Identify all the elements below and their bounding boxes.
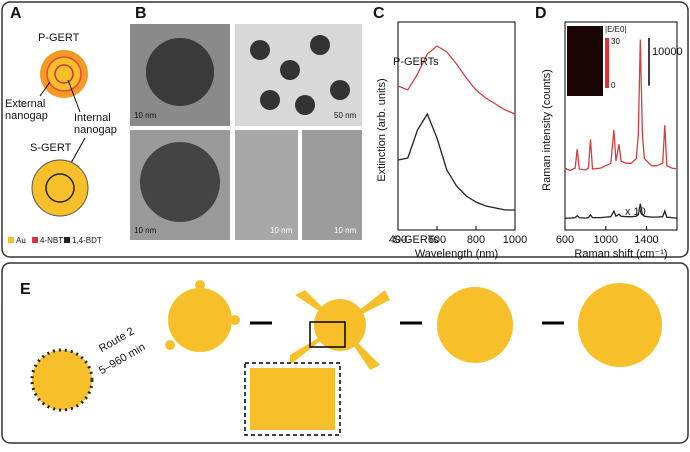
- legend-swatch: [64, 237, 70, 243]
- scale-bar-label: 10 nm: [134, 111, 157, 120]
- top-frame: [1, 1, 689, 258]
- colorbar-title: |E/E0|: [605, 25, 627, 34]
- y-axis-label: Raman intensity (counts): [541, 69, 553, 191]
- scale-bar-label: 50 nm: [334, 111, 357, 120]
- bottom-frame: [1, 262, 689, 444]
- series-line: [565, 203, 678, 219]
- label: nanogap: [5, 110, 48, 122]
- colorbar: [605, 38, 609, 88]
- scale-bar-label: 10 nm: [270, 226, 293, 235]
- s-gert-icon: [31, 159, 89, 217]
- growth-scheme: [30, 280, 662, 436]
- x-axis-label: Wavelength (nm): [415, 248, 498, 260]
- tem-images: [130, 24, 362, 240]
- label: Internal: [74, 112, 111, 124]
- legend-swatch: [8, 237, 14, 243]
- x-tick-label: 600: [556, 234, 574, 246]
- panel-label: C: [373, 5, 385, 22]
- p-gert-icon: [40, 50, 88, 98]
- inset: [567, 26, 603, 96]
- scale-bar-label: 10 nm: [134, 226, 157, 235]
- label: S-GERT: [30, 142, 72, 154]
- series-line: [564, 39, 678, 172]
- panel-label: B: [135, 5, 147, 22]
- colorbar-label: 30: [611, 37, 620, 46]
- multiplier: x 10: [625, 206, 646, 218]
- colorbar-label: 0: [611, 81, 616, 90]
- panel-label: E: [20, 281, 31, 298]
- panel-label: D: [535, 5, 547, 22]
- x-tick-label: 1000: [503, 234, 527, 246]
- label: nanogap: [74, 124, 117, 136]
- pointer: [67, 79, 81, 113]
- x-tick-label: 1400: [634, 234, 658, 246]
- x-axis-label: Raman shift (cm⁻¹): [574, 248, 667, 260]
- scale-bar-label: 10 nm: [334, 226, 357, 235]
- y-axis-label: Extinction (arb. units): [376, 78, 388, 181]
- panel-label: A: [10, 5, 22, 22]
- series-line: [397, 112, 515, 211]
- x-tick-label: 400: [389, 234, 407, 246]
- legend-label: 4-NBT: [40, 236, 63, 245]
- label: External: [5, 98, 45, 110]
- label: P-GERT: [38, 32, 80, 44]
- series-label: P-GERTs: [393, 56, 439, 68]
- legend-swatch: [32, 237, 38, 243]
- series-line: [397, 45, 516, 115]
- scale-bar-label: 10000: [652, 46, 683, 58]
- x-tick-label: 600: [428, 234, 446, 246]
- x-tick-label: 1000: [593, 234, 617, 246]
- s-gert-gap: [45, 173, 75, 203]
- legend-label: Au: [16, 236, 26, 245]
- x-tick-label: 800: [467, 234, 485, 246]
- plot-frame: [564, 21, 678, 231]
- legend-label: 1,4-BDT: [72, 236, 102, 245]
- series-label: S-GERTs: [393, 234, 439, 246]
- pointer: [39, 81, 51, 97]
- plot-frame: [397, 21, 516, 231]
